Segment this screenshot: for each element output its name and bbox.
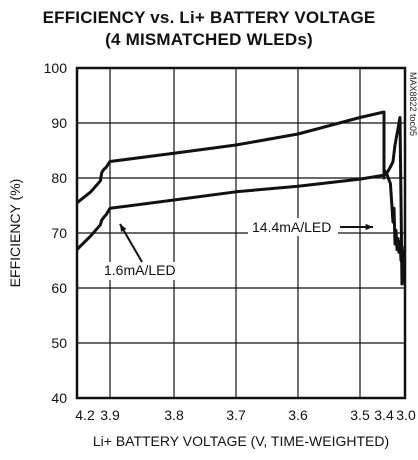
- y-axis-label: EFFICIENCY (%): [7, 179, 23, 288]
- y-tick-label: 50: [51, 335, 67, 351]
- arrowhead: [120, 224, 127, 232]
- x-tick-label: 3.9: [100, 407, 120, 423]
- x-axis-label: Li+ BATTERY VOLTAGE (V, TIME-WEIGHTED): [93, 433, 389, 449]
- series-line: [75, 168, 406, 284]
- annotation-bg: [100, 262, 178, 280]
- y-tick-label: 70: [51, 225, 67, 241]
- x-tick-label: 3.0: [396, 407, 416, 423]
- x-tick-labels: 4.2 3.9 3.8 3.7 3.6 3.5 3.4 3.0: [75, 407, 416, 423]
- y-tick-labels: 100 90 80 70 60 50 40: [44, 60, 68, 406]
- x-tick-label: 4.2: [75, 407, 95, 423]
- annotation-1-6ma: 1.6mA/LED: [104, 262, 176, 278]
- x-tick-label: 3.4: [374, 407, 394, 423]
- annotations: 14.4mA/LED 1.6mA/LED: [100, 218, 373, 280]
- y-tick-label: 40: [51, 390, 67, 406]
- y-tick-label: 90: [51, 115, 67, 131]
- annotation-14-4ma: 14.4mA/LED: [252, 219, 331, 235]
- y-tick-label: 60: [51, 280, 67, 296]
- annotation-bg: [248, 218, 338, 236]
- x-tick-label: 3.5: [350, 407, 370, 423]
- plot-frame: [75, 66, 407, 400]
- chart-subtitle: (4 MISMATCHED WLEDs): [105, 30, 313, 49]
- chart-title: EFFICIENCY vs. Li+ BATTERY VOLTAGE: [42, 8, 376, 27]
- x-tick-label: 3.6: [288, 407, 308, 423]
- arrowhead: [365, 223, 373, 231]
- series-line: [76, 110, 404, 286]
- x-tick-label: 3.8: [164, 407, 184, 423]
- y-tick-label: 80: [51, 170, 67, 186]
- y-tick-label: 100: [44, 60, 68, 76]
- x-tick-label: 3.7: [226, 407, 246, 423]
- reference-code: MAX8822 toc05: [408, 72, 418, 136]
- series-lines: [75, 110, 406, 286]
